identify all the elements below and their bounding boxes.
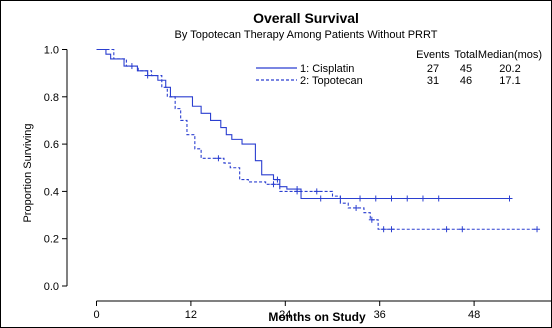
y-tick-label: 0.4 (44, 186, 59, 198)
legend-median-cisplatin: 20.2 (499, 63, 520, 75)
legend-label-topotecan: 2: Topotecan (300, 75, 363, 87)
chart-subtitle: By Topotecan Therapy Among Patients With… (175, 29, 438, 41)
legend-label-cisplatin: 1: Cisplatin (300, 63, 354, 75)
axes-group: 012243648600.00.20.40.60.81.0 (44, 45, 551, 321)
y-axis-label: Proportion Surviving (22, 123, 34, 222)
topotecan-curve (96, 48, 538, 230)
x-tick-label: 0 (93, 309, 99, 321)
legend-median-topotecan: 17.1 (499, 75, 520, 87)
y-tick-label: 0.8 (44, 92, 59, 104)
x-tick-label: 36 (374, 309, 386, 321)
y-tick-label: 0.6 (44, 139, 59, 151)
x-tick-label: 12 (185, 309, 197, 321)
legend-events-cisplatin: 27 (427, 63, 439, 75)
cisplatin-curve (96, 48, 510, 200)
x-tick-label: 24 (279, 309, 291, 321)
legend-events-topotecan: 31 (427, 75, 439, 87)
chart-title: Overall Survival (253, 10, 359, 26)
curves-group (96, 48, 541, 233)
legend-total-topotecan: 46 (460, 75, 472, 87)
y-tick-label: 0.0 (44, 281, 59, 293)
y-tick-label: 1.0 (44, 45, 59, 57)
legend-header-total: Total (454, 49, 477, 61)
x-tick-label: 48 (468, 309, 480, 321)
legend-header-median: Median(mos) (478, 49, 542, 61)
y-tick-label: 0.2 (44, 234, 59, 246)
legend-header-events: Events (416, 49, 450, 61)
legend-total-cisplatin: 45 (460, 63, 472, 75)
x-axis-label: Months on Study (268, 310, 366, 324)
